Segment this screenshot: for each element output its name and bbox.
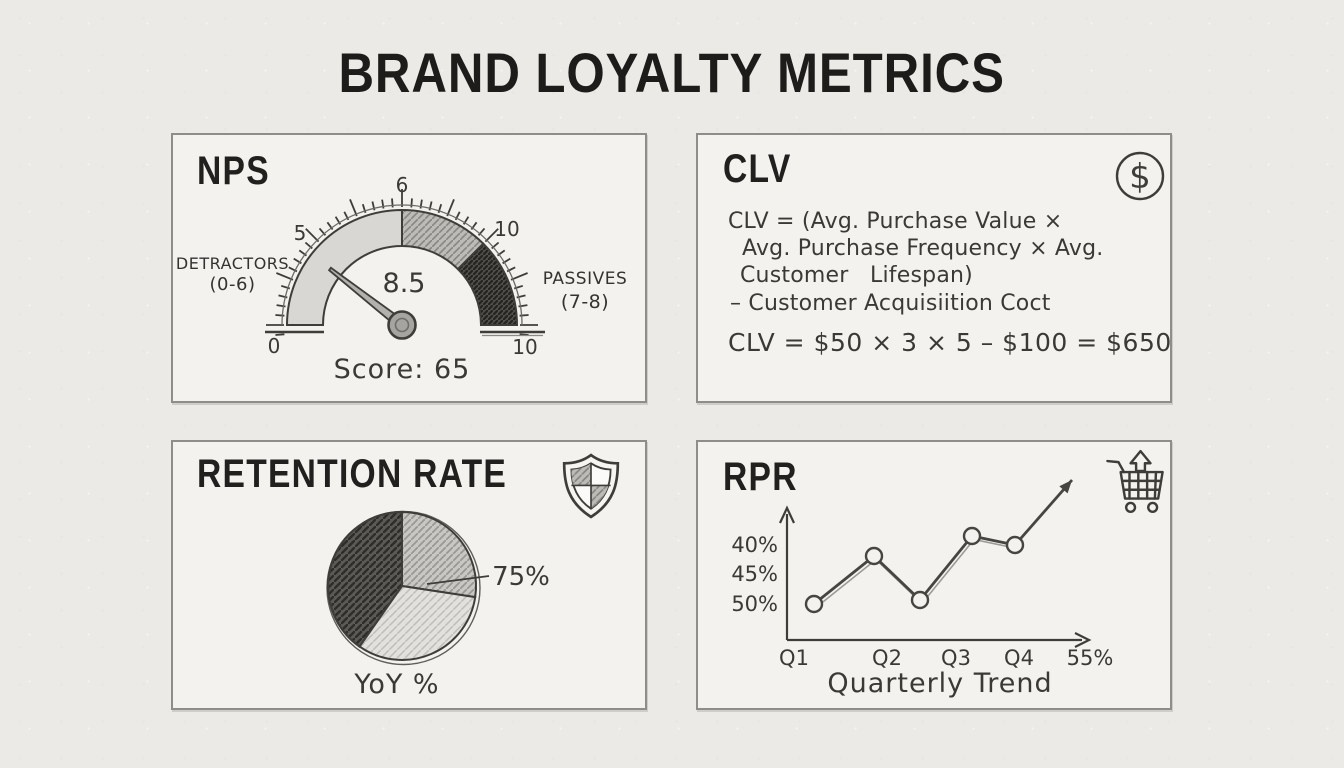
retention-pie-chart [326,510,490,666]
rpr-trend-arrow-head [1059,480,1072,494]
gauge-tick [484,228,499,243]
clv-formula-line-4: – Customer Acquisiition Coct [730,291,1051,316]
gauge-tick [510,272,528,281]
rpr-x-label-q3: Q3 [941,646,971,670]
rpr-data-point-marker [864,546,884,566]
pie-slice-dark [326,510,404,649]
page-title: BRAND LOYALTY METRICS [338,41,1006,104]
rpr-line-chart [779,479,1092,648]
shield-icon [562,453,620,519]
clv-formula-line-3: Customer Lifespan) [740,263,973,288]
pie-slice-medium [401,510,477,599]
rpr-data-point-marker [962,526,982,546]
pie-caption: YoY % [354,669,440,700]
rpr-x-label-q4: Q4 [1004,646,1034,670]
rpr-markers [804,526,1025,614]
nps-score-text: Score: 65 [333,354,471,385]
pie-slice-light [358,584,477,661]
gauge-tick-label-10-end: 10 [512,335,538,359]
gauge-outer-outline [281,204,523,326]
pie-callout-line [426,575,490,585]
rpr-title: RPR [723,455,798,499]
cart-up-icon [1106,449,1164,514]
retention-panel: RETENTION RATE 75% YoY % [171,440,647,710]
gauge-tick [446,199,455,217]
gauge-tick [519,333,529,336]
rpr-data-point-marker [1005,535,1025,555]
rpr-y-label-50: 50% [731,592,778,616]
gauge-tick [349,199,358,217]
rpr-data-point-marker [804,594,824,614]
rpr-y-label-40: 40% [731,533,778,557]
nps-gauge-chart [265,189,545,340]
gauge-tick [477,227,486,236]
gauge-detractors-label: DETRACTORS (0-6) [175,254,290,295]
rpr-data-point-marker [910,590,930,610]
pie-callout-label: 75% [492,562,550,592]
gauge-tick-label-6: 6 [395,173,409,197]
gauge-tick-label-10-upper: 10 [494,217,520,241]
gauge-needle-value: 8.5 [382,268,426,299]
clv-example: CLV = $50 × 3 × 5 – $100 = $650 [728,328,1172,357]
gauge-tick [275,333,285,336]
gauge-tick [305,228,320,243]
dollar-circle-icon: $ [1115,151,1165,201]
rpr-caption: Quarterly Trend [827,668,1053,699]
gauge-segment-promoters [456,242,519,326]
clv-formula-line-1: CLV = (Avg. Purchase Value × [728,209,1063,234]
rpr-trend-arrow-line [1013,479,1074,546]
retention-title: RETENTION RATE [197,452,508,496]
gauge-passives-label: PASSIVES (7-8) [542,269,628,313]
rpr-x-label-q2: Q2 [872,646,902,670]
gauge-hub-inner [394,317,410,333]
gauge-tick [491,241,500,250]
nps-title: NPS [197,149,270,193]
gauge-tick [276,272,294,281]
rpr-x-label-55: 55% [1066,646,1114,670]
clv-title: CLV [723,147,792,191]
nps-panel: NPS 5 6 10 0 10 DETRACTORS (0-6) PASSIVE… [171,133,647,403]
rpr-axes [779,505,1092,648]
rpr-x-label-q1: Q1 [779,646,809,670]
clv-panel: CLV $ CLV = (Avg. Purchase Value × Avg. … [696,133,1172,403]
gauge-hub [387,310,417,340]
clv-formula-line-2: Avg. Purchase Frequency × Avg. [742,236,1104,261]
gauge-tick [318,227,327,236]
rpr-y-label-45: 45% [731,562,778,586]
gauge-tick-label-0: 0 [267,334,281,358]
gauge-tick-label-5: 5 [293,221,307,245]
rpr-panel: RPR 40% 45% 50% Q1 Q2 Q3 Q4 55% Quarterl… [696,440,1172,710]
svg-text:$: $ [1129,157,1151,197]
